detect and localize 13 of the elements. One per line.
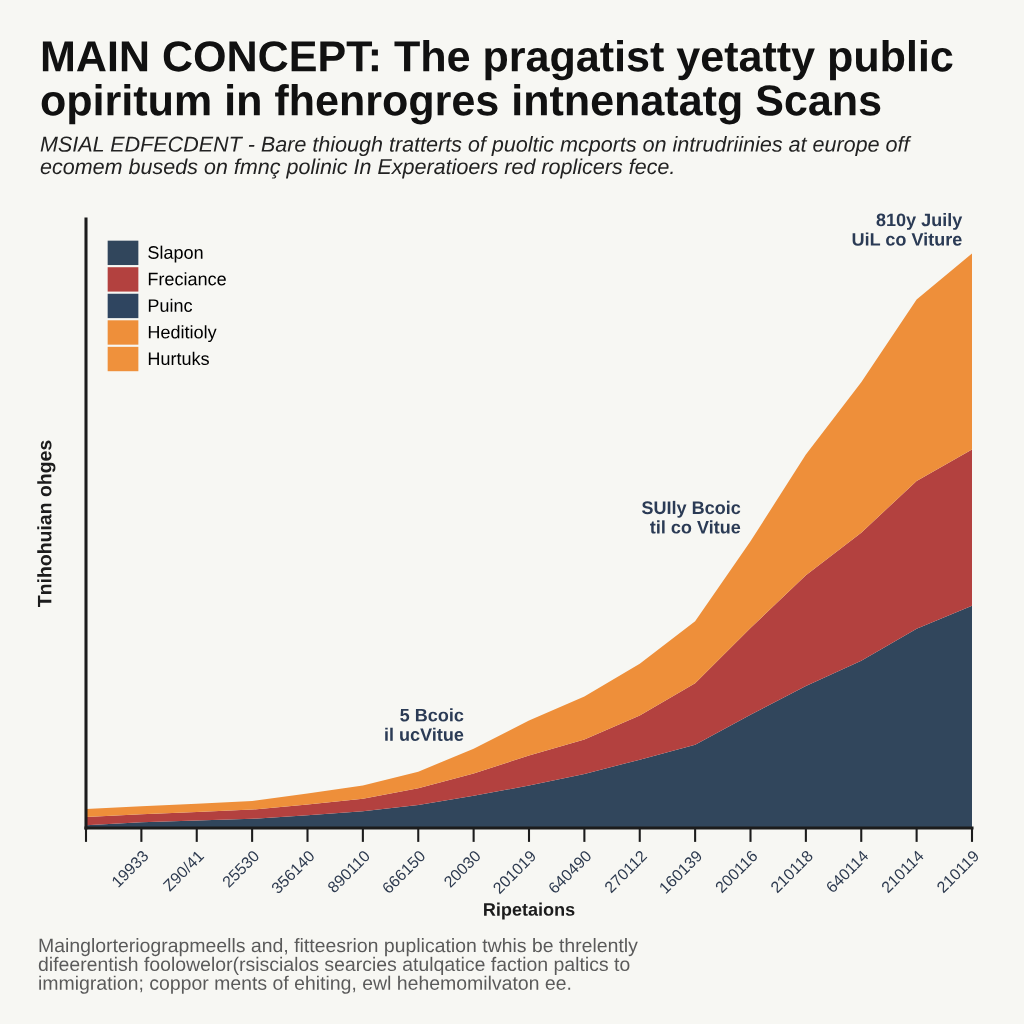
legend-label: Heditioly (148, 325, 217, 343)
y-axis-title: Tnihohuian ohges (37, 440, 56, 607)
annotation: 5 Bcoic il ucVitue (385, 708, 464, 741)
chart-title: MAIN CONCEPT: The pragatist yetatty public opiritum in fhenrogres intnenatatg Scans (41, 40, 953, 125)
annotation: SUIly Bcoic til co Vitue (641, 500, 741, 534)
legend-label: Hurtuks (148, 351, 209, 366)
x-axis-title: Ripetaions (484, 902, 575, 920)
legend-label: Slapon (148, 245, 203, 263)
legend-label: Freciance (148, 272, 226, 286)
text: Mainglorteriograpmeells and, fitteesrion puplication twhis be threlently difeerentish foolowelor(rsiscialos searcies atulqatice faction paltics to immigration; coppor ments of ehiting, ewl hehemomilvaton ee. (38, 938, 638, 994)
chart-subtitle: MSIAL EDFECDENT - Bare thiough tratterts of puoltic mcports on intrudriinies at europe off ecomem buseds on fmnç polinic In Experatioers red roplicers fece. (40, 136, 912, 179)
legend-label: Puinc (148, 298, 193, 312)
annotation: 810y Juily UiL co Viture (852, 213, 963, 246)
